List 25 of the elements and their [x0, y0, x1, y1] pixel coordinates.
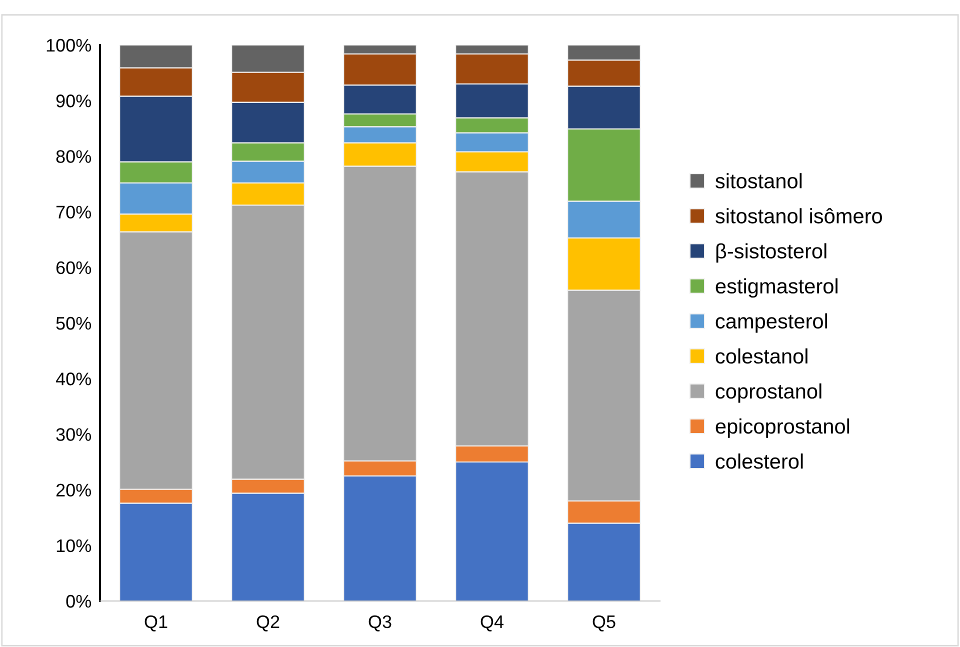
legend-label: colesterol: [716, 453, 803, 469]
x-tick-label: Q1: [144, 615, 168, 632]
x-tick-label: Q3: [368, 615, 392, 632]
y-tick-label: 20%: [56, 484, 92, 497]
legend-label: sitostanol: [716, 173, 802, 188]
legend-label: campesterol: [716, 313, 828, 333]
legend-label: estigmasterol: [716, 278, 838, 298]
y-tick-label: 80%: [56, 150, 92, 163]
y-tick-label: 40%: [56, 372, 92, 386]
y-tick-label: 10%: [56, 539, 92, 552]
y-tick-label: 60%: [56, 261, 92, 274]
legend-label: coprostanol: [716, 383, 822, 403]
legend-label: epicoprostanol: [716, 418, 850, 438]
y-tick-label: 30%: [56, 428, 92, 441]
legend-label: β-sistosterol: [716, 243, 826, 263]
y-tick-label: 0%: [66, 594, 92, 608]
x-tick-label: Q2: [256, 615, 280, 632]
y-tick-label: 50%: [56, 316, 92, 330]
y-tick-label: 90%: [56, 94, 92, 108]
legend-label: colestanol: [716, 348, 808, 364]
y-tick-label: 100%: [46, 38, 92, 52]
x-tick-label: Q4: [480, 615, 504, 632]
legend-label: sitostanol isômero: [716, 208, 882, 224]
x-tick-label: Q5: [592, 615, 616, 632]
y-tick-label: 70%: [56, 206, 92, 219]
